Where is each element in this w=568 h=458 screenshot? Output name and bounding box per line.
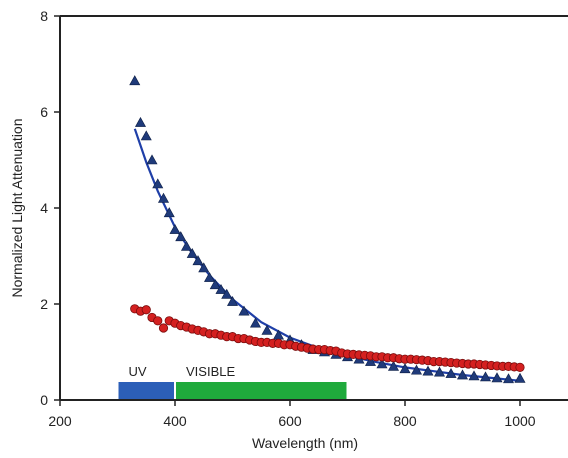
x-axis-title: Wavelength (nm) — [252, 435, 358, 451]
triangle-point — [146, 154, 158, 165]
circle-point — [515, 362, 525, 372]
triangle-point — [209, 279, 221, 290]
triangle-point — [479, 371, 492, 382]
band-visible-label: VISIBLE — [186, 364, 235, 379]
band-uv-label: UV — [129, 364, 147, 379]
circle-point — [158, 323, 169, 333]
mask-box-right — [212, 28, 568, 116]
triangle-point — [410, 364, 423, 375]
triangle-point — [422, 365, 434, 376]
triangle-point — [192, 255, 204, 266]
band-layer: UV VISIBLE — [118, 364, 347, 400]
mask-box-left — [86, 28, 122, 76]
y-ticks: 0 2 4 6 8 — [40, 8, 60, 408]
triangle-point — [249, 317, 262, 328]
triangle-point — [468, 370, 480, 381]
triangle-point — [445, 367, 457, 378]
x-tick-label: 400 — [163, 413, 187, 429]
triangle-point — [175, 231, 187, 242]
band-visible-bar — [176, 382, 347, 400]
triangle-point — [129, 75, 141, 86]
triangle-point — [456, 369, 469, 380]
triangle-point — [140, 130, 152, 141]
circle-point — [153, 316, 163, 326]
triangle-point — [238, 305, 250, 316]
x-tick-label: 600 — [278, 413, 302, 429]
y-tick-label: 0 — [40, 392, 48, 408]
y-tick-label: 8 — [40, 8, 48, 24]
y-axis-title: Normalized Light Attenuation — [9, 119, 25, 298]
triangle-point — [364, 355, 377, 366]
triangle-point — [186, 247, 198, 258]
triangle-point — [226, 295, 239, 306]
triangle-point — [163, 207, 175, 218]
triangle-point — [387, 360, 400, 371]
triangle-point — [514, 372, 526, 383]
triangle-point — [203, 271, 216, 282]
y-tick-label: 4 — [40, 200, 48, 216]
x-tick-label: 1000 — [504, 413, 535, 429]
triangle-point — [169, 223, 181, 234]
triangle-point — [261, 324, 273, 335]
triangle-point — [134, 116, 147, 127]
x-tick-label: 800 — [393, 413, 417, 429]
mark-layer — [129, 75, 526, 384]
triangle-point — [399, 363, 411, 374]
triangle-point — [198, 262, 210, 273]
triangle-point — [491, 372, 503, 383]
triangle-point — [272, 329, 285, 340]
triangle-point — [152, 178, 164, 189]
x-ticks: 200 400 600 800 1000 — [48, 400, 536, 429]
triangle-point — [180, 240, 193, 251]
triangle-point — [157, 192, 170, 203]
x-tick-label: 200 — [48, 413, 72, 429]
y-tick-label: 6 — [40, 104, 48, 120]
y-tick-label: 2 — [40, 296, 48, 312]
triangle-point — [502, 373, 515, 384]
circle-point — [141, 305, 151, 315]
triangle-point — [215, 283, 227, 294]
band-uv-bar — [118, 382, 174, 400]
triangle-point — [221, 288, 233, 299]
triangle-point — [376, 358, 388, 369]
triangle-point — [433, 366, 446, 377]
